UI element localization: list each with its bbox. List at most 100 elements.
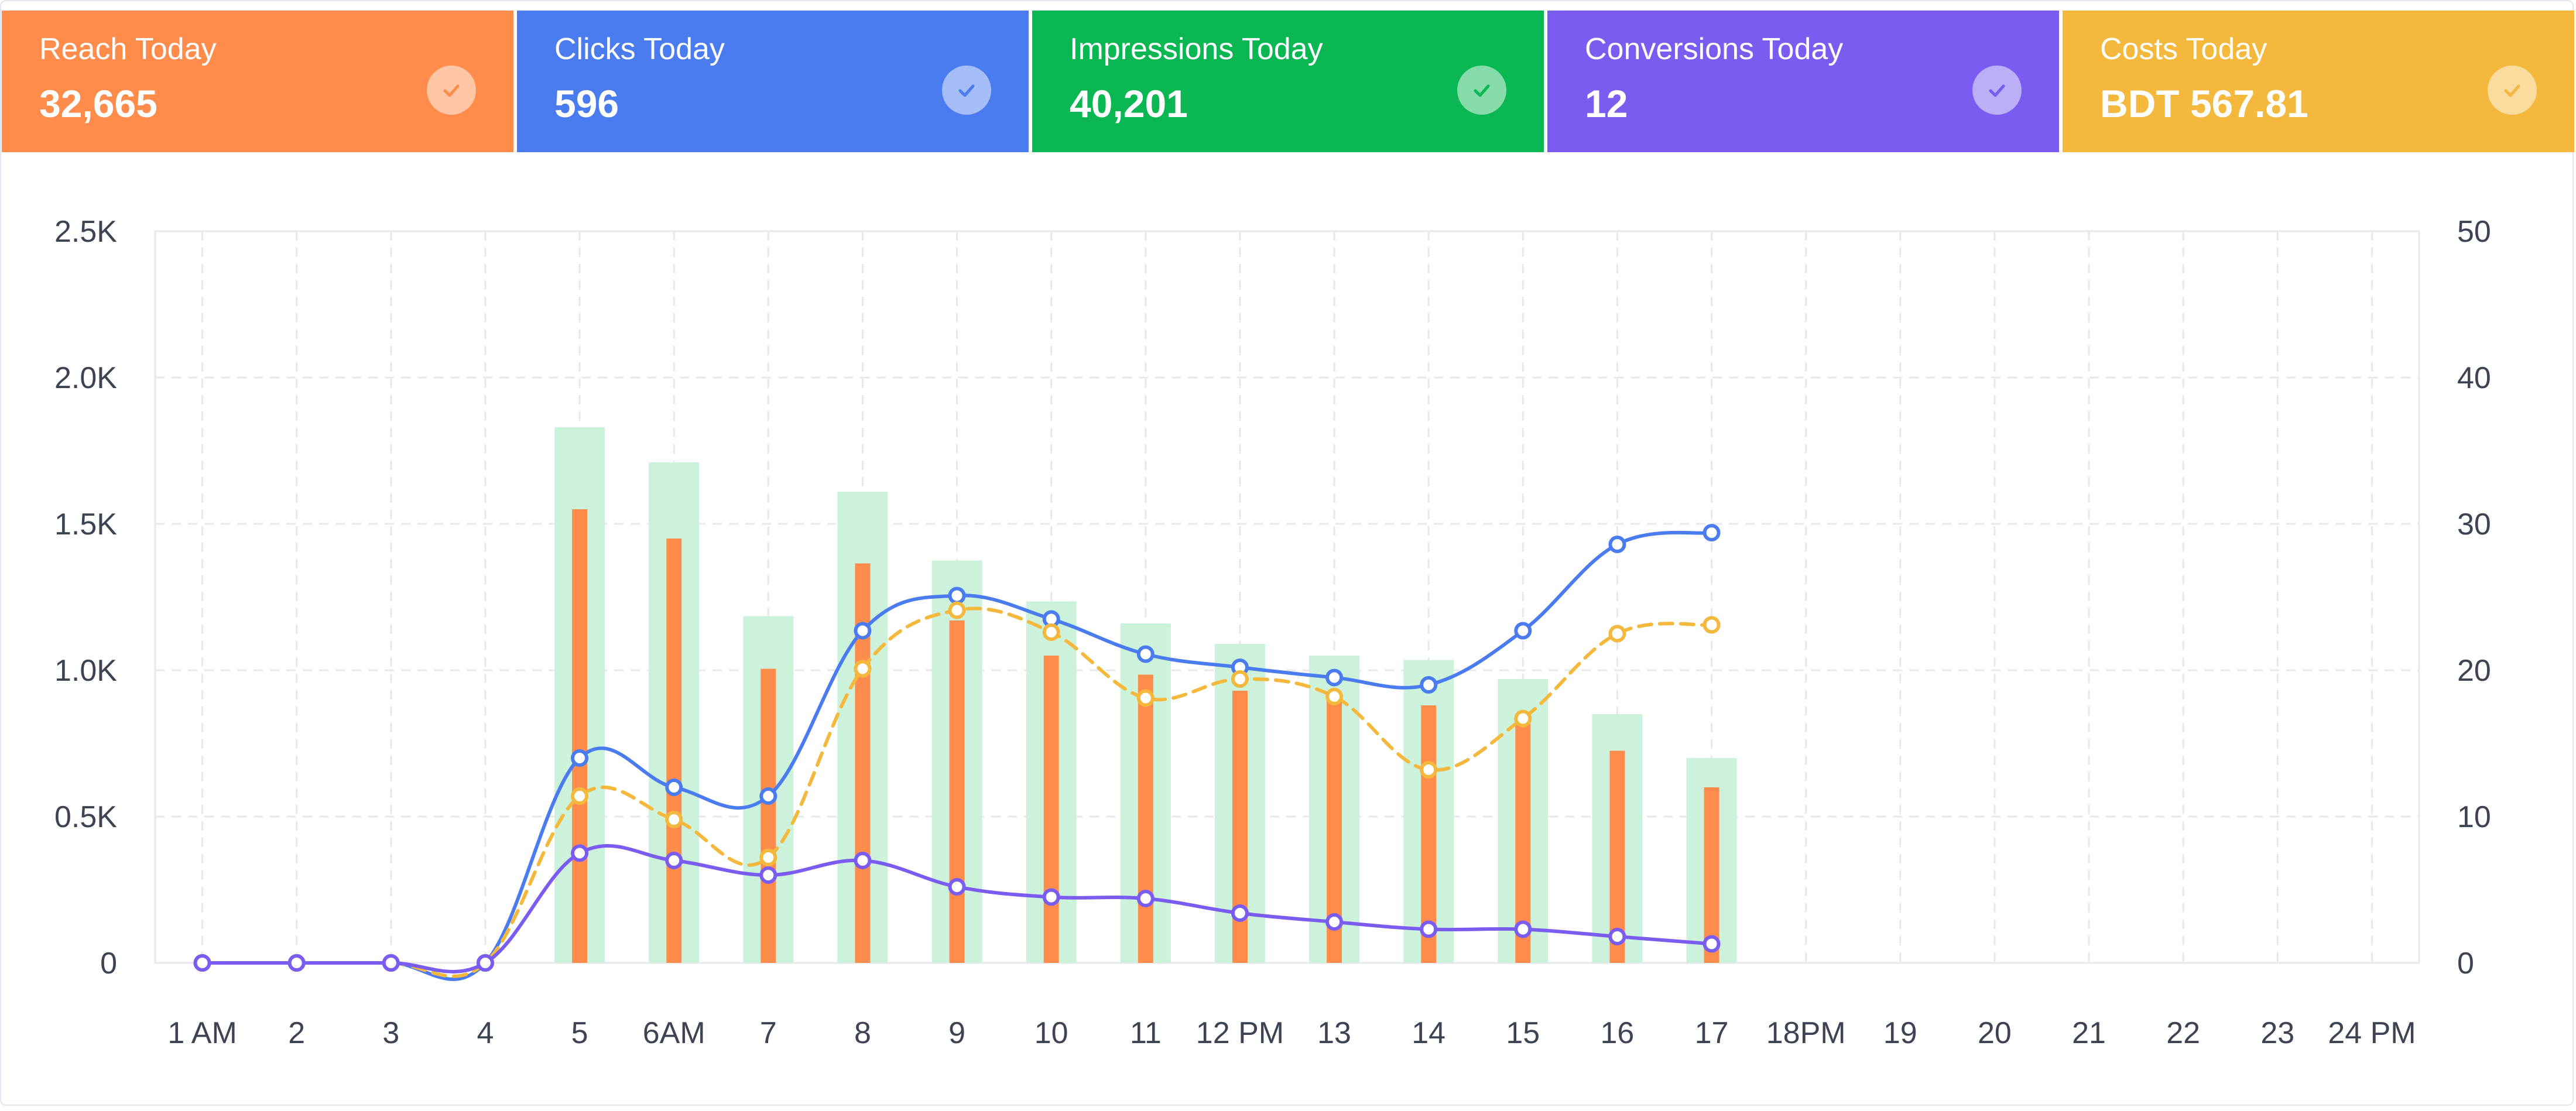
data-point [1608,625,1626,643]
left-tick-label: 0 [100,947,117,980]
x-tick-label: 10 [1034,1016,1068,1050]
x-tick-label: 4 [477,1016,494,1050]
data-point [854,660,872,678]
left-tick-label: 2.0K [54,361,117,395]
data-point [1420,920,1438,938]
data-point [759,849,777,866]
data-point [854,852,872,869]
data-point [948,601,966,619]
plot-area [154,230,2420,964]
card-label: Reach Today [39,32,217,66]
data-point [1608,536,1626,553]
data-point [1325,913,1344,931]
x-tick-label: 3 [382,1016,399,1050]
data-point [854,622,872,640]
x-tick-label: 7 [760,1016,777,1050]
card-label: Costs Today [2100,32,2267,66]
data-point [1703,524,1721,541]
data-point [1136,689,1155,707]
x-tick-label: 17 [1695,1016,1729,1050]
data-point [1042,623,1060,641]
data-point [1325,668,1344,687]
x-tick-label: 22 [2166,1016,2200,1050]
x-tick-label: 6AM [643,1016,705,1050]
right-tick-label: 10 [2457,800,2491,834]
check-icon [2488,66,2537,115]
x-tick-label: 18PM [1766,1016,1846,1050]
card-label: Impressions Today [1070,32,1323,66]
data-point [1231,670,1249,688]
data-point [571,749,589,767]
data-point [1042,888,1060,906]
reach-card[interactable]: Reach Today 32,665 [2,11,513,152]
data-point [1514,920,1532,938]
data-point [665,779,683,796]
data-point [1703,616,1721,634]
data-point [1136,645,1155,663]
bar [1138,674,1153,963]
clicks-card[interactable]: Clicks Today 596 [517,11,1029,152]
card-value: 596 [554,82,619,125]
x-tick-label: 8 [854,1016,871,1050]
bar [572,509,588,963]
data-point [1325,688,1344,705]
bar [1704,787,1719,963]
card-value: 40,201 [1070,82,1188,125]
x-tick-label: 5 [571,1016,588,1050]
x-tick-label: 2 [288,1016,305,1050]
data-point [1420,761,1438,779]
bar [761,668,776,963]
costs-card[interactable]: Costs Today BDT 567.81 [2063,11,2574,152]
right-tick-label: 40 [2457,361,2491,395]
check-icon [1457,66,1506,115]
left-tick-label: 1.5K [54,508,117,541]
x-tick-label: 9 [948,1016,965,1050]
data-point [665,852,683,869]
x-tick-label: 13 [1317,1016,1351,1050]
card-value: BDT 567.81 [2100,82,2308,125]
data-point [665,811,683,828]
right-tick-label: 0 [2457,947,2474,980]
data-point [759,787,777,805]
x-tick-label: 11 [1130,1016,1162,1050]
bar [949,620,965,963]
data-point [382,954,400,972]
summary-cards: Reach Today 32,665 Clicks Today 596 Impr… [2,11,2574,152]
data-point [948,878,966,896]
data-point [193,954,211,972]
check-icon [427,66,476,115]
left-tick-label: 2.5K [54,215,117,249]
series-line [200,844,1714,973]
x-tick-label: 12 PM [1196,1016,1284,1050]
bar [1421,705,1437,963]
check-icon [942,66,991,115]
card-value: 12 [1585,82,1628,125]
x-tick-label: 15 [1506,1016,1540,1050]
data-point [571,844,589,862]
card-label: Conversions Today [1585,32,1844,66]
data-point [1608,928,1626,945]
data-point [1703,935,1721,953]
card-value: 32,665 [39,82,157,125]
right-tick-label: 50 [2457,215,2491,249]
data-point [1514,709,1532,728]
card-label: Clicks Today [554,32,725,66]
check-icon [1972,66,2022,115]
left-tick-label: 0.5K [54,800,117,834]
x-tick-label: 20 [1978,1016,2012,1050]
data-point [1136,890,1155,907]
bar [1043,656,1059,963]
x-tick-label: 1 AM [167,1016,237,1050]
x-tick-label: 14 [1412,1016,1445,1050]
x-tick-label: 23 [2260,1016,2294,1050]
data-point [1420,676,1438,694]
impressions-card[interactable]: Impressions Today 40,201 [1032,11,1544,152]
data-point [948,587,966,605]
conversions-card[interactable]: Conversions Today 12 [1547,11,2059,152]
x-tick-label: 16 [1601,1016,1635,1050]
data-point [287,954,306,972]
bar [666,539,682,963]
x-tick-label: 19 [1883,1016,1917,1050]
